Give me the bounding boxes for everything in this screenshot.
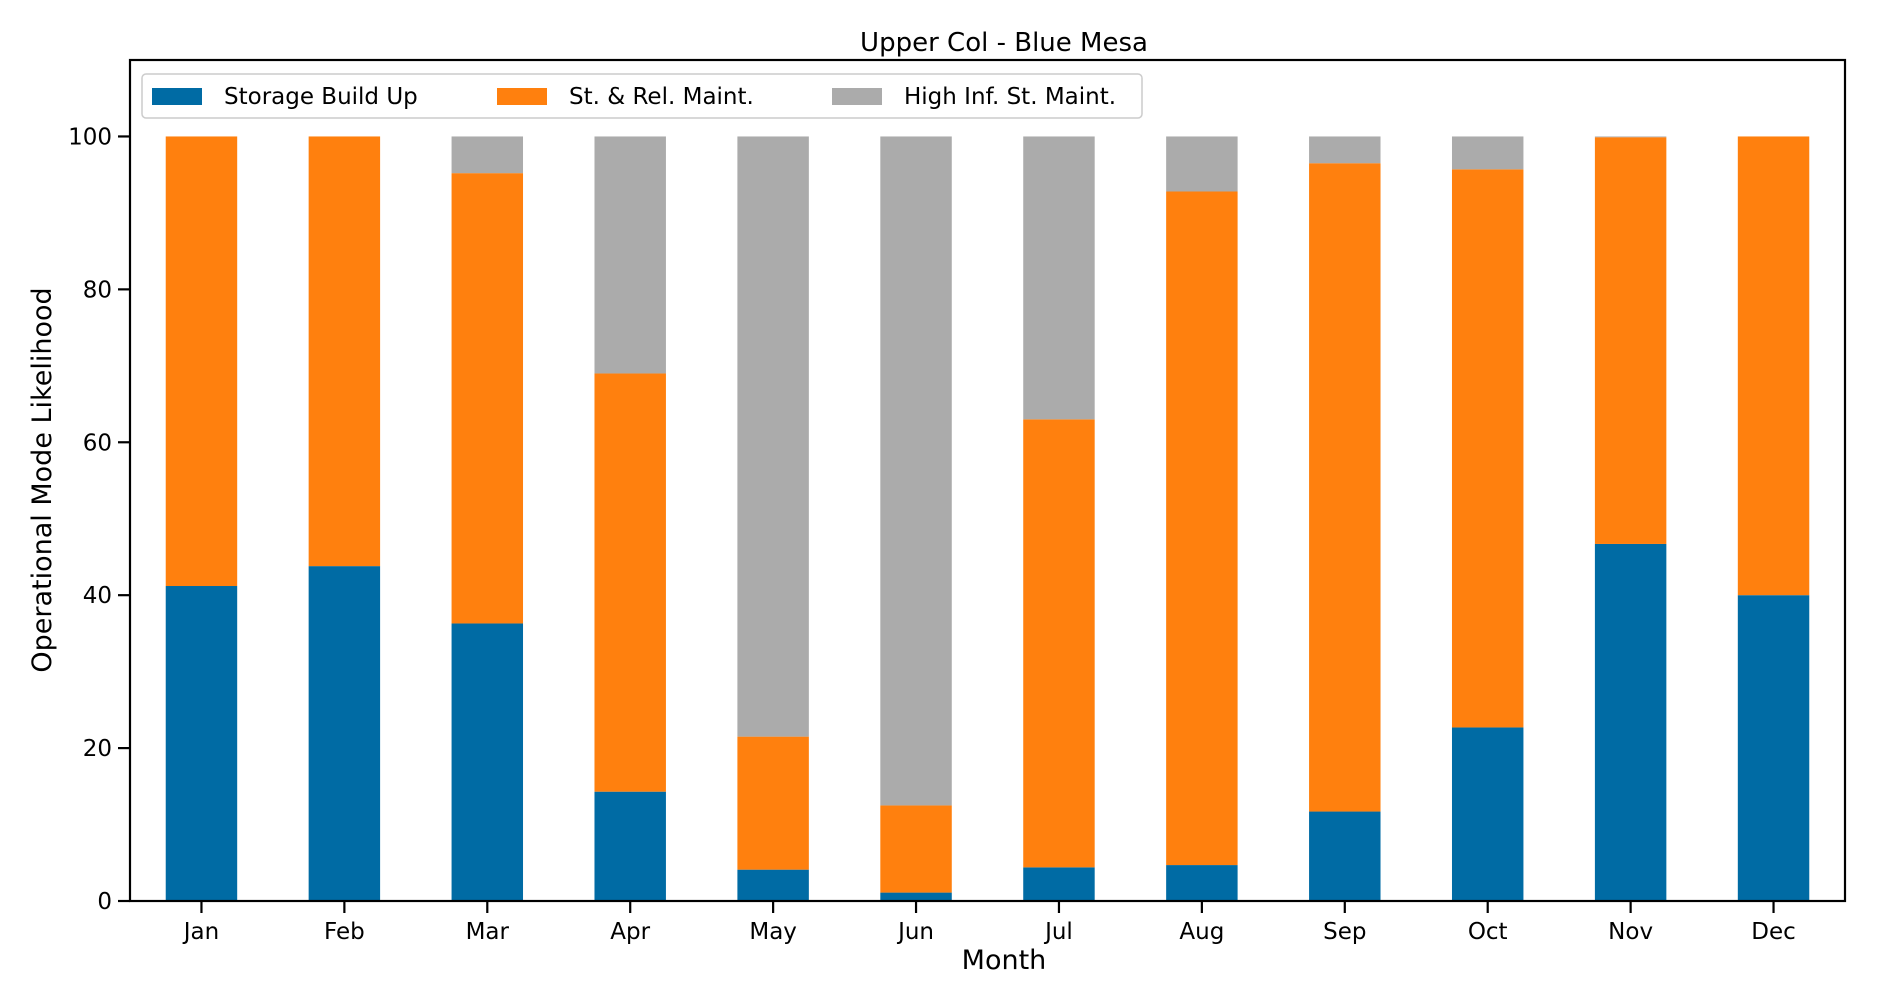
bar-aug-series-2 xyxy=(1166,191,1238,866)
bar-apr-series-2 xyxy=(594,373,666,792)
x-tick-label-jun: Jun xyxy=(896,919,934,945)
x-tick-label-jan: Jan xyxy=(182,919,219,945)
bar-jan-series-2 xyxy=(165,136,238,587)
legend-swatch-1 xyxy=(152,88,202,105)
bar-oct-series-2 xyxy=(1451,169,1524,728)
bar-feb-series-2 xyxy=(308,136,381,567)
bar-dec-series-1 xyxy=(1737,595,1810,901)
x-tick-label-aug: Aug xyxy=(1179,919,1224,945)
y-tick-label: 80 xyxy=(83,277,112,303)
chart-title: Upper Col - Blue Mesa xyxy=(860,28,1148,58)
x-tick-label-mar: Mar xyxy=(466,919,510,945)
bar-jun-series-1 xyxy=(880,892,952,901)
x-tick-label-may: May xyxy=(749,919,797,945)
x-axis-label: Month xyxy=(962,945,1047,976)
y-axis: 0 20 40 60 80 100 xyxy=(68,124,130,915)
y-tick-label: 60 xyxy=(83,430,112,456)
bar-sep-series-2 xyxy=(1309,163,1381,812)
bar-may-series-1 xyxy=(737,869,809,901)
bar-nov-series-3 xyxy=(1594,136,1667,138)
bar-jul-series-1 xyxy=(1023,867,1095,901)
bar-jun-series-2 xyxy=(880,805,952,893)
x-tick-label-jul: Jul xyxy=(1043,919,1073,945)
y-tick-label: 20 xyxy=(83,736,112,762)
bar-dec-series-2 xyxy=(1737,136,1810,596)
bar-mar-series-2 xyxy=(451,173,524,624)
y-axis-label: Operational Mode Likelihood xyxy=(27,287,58,672)
x-axis: Jan Feb Mar Apr May Jun Jul Aug Sep Oct Nov Dec xyxy=(182,901,1796,945)
legend-swatch-2 xyxy=(497,88,547,105)
x-tick-label-feb: Feb xyxy=(324,919,365,945)
bar-jan-series-1 xyxy=(165,586,238,901)
bar-aug-series-1 xyxy=(1166,865,1238,901)
legend-label-1: Storage Build Up xyxy=(224,84,418,110)
bar-sep-series-1 xyxy=(1309,811,1381,901)
bar-jul-series-3 xyxy=(1023,136,1095,420)
bar-nov-series-2 xyxy=(1594,137,1667,544)
x-tick-label-sep: Sep xyxy=(1323,919,1366,945)
legend: Storage Build Up St. & Rel. Maint. High In… xyxy=(141,73,1143,119)
bar-mar-series-1 xyxy=(451,623,524,901)
y-tick-label: 100 xyxy=(68,124,112,150)
bar-oct-series-1 xyxy=(1451,727,1524,901)
y-tick-label: 40 xyxy=(83,583,112,609)
bar-may-series-2 xyxy=(737,736,809,870)
bars-layer xyxy=(165,136,1810,901)
legend-swatch-3 xyxy=(832,88,882,105)
bar-jun-series-3 xyxy=(880,136,952,806)
bar-jul-series-2 xyxy=(1023,419,1095,868)
x-tick-label-oct: Oct xyxy=(1468,919,1508,945)
bar-oct-series-3 xyxy=(1451,136,1524,170)
bar-feb-series-1 xyxy=(308,566,381,901)
legend-label-2: St. & Rel. Maint. xyxy=(569,84,754,110)
x-tick-label-nov: Nov xyxy=(1608,919,1653,945)
x-tick-label-apr: Apr xyxy=(610,919,650,945)
bar-may-series-3 xyxy=(737,136,809,737)
bar-sep-series-3 xyxy=(1309,136,1381,164)
plot-frame xyxy=(128,58,1847,903)
bar-apr-series-1 xyxy=(594,791,666,901)
y-tick-label: 0 xyxy=(97,889,112,915)
bar-nov-series-1 xyxy=(1594,543,1667,901)
legend-frame xyxy=(141,73,1143,119)
bar-aug-series-3 xyxy=(1166,136,1238,192)
legend-label-3: High Inf. St. Maint. xyxy=(904,84,1116,110)
bar-apr-series-3 xyxy=(594,136,666,374)
bar-mar-series-3 xyxy=(451,136,524,174)
x-tick-label-dec: Dec xyxy=(1751,919,1796,945)
